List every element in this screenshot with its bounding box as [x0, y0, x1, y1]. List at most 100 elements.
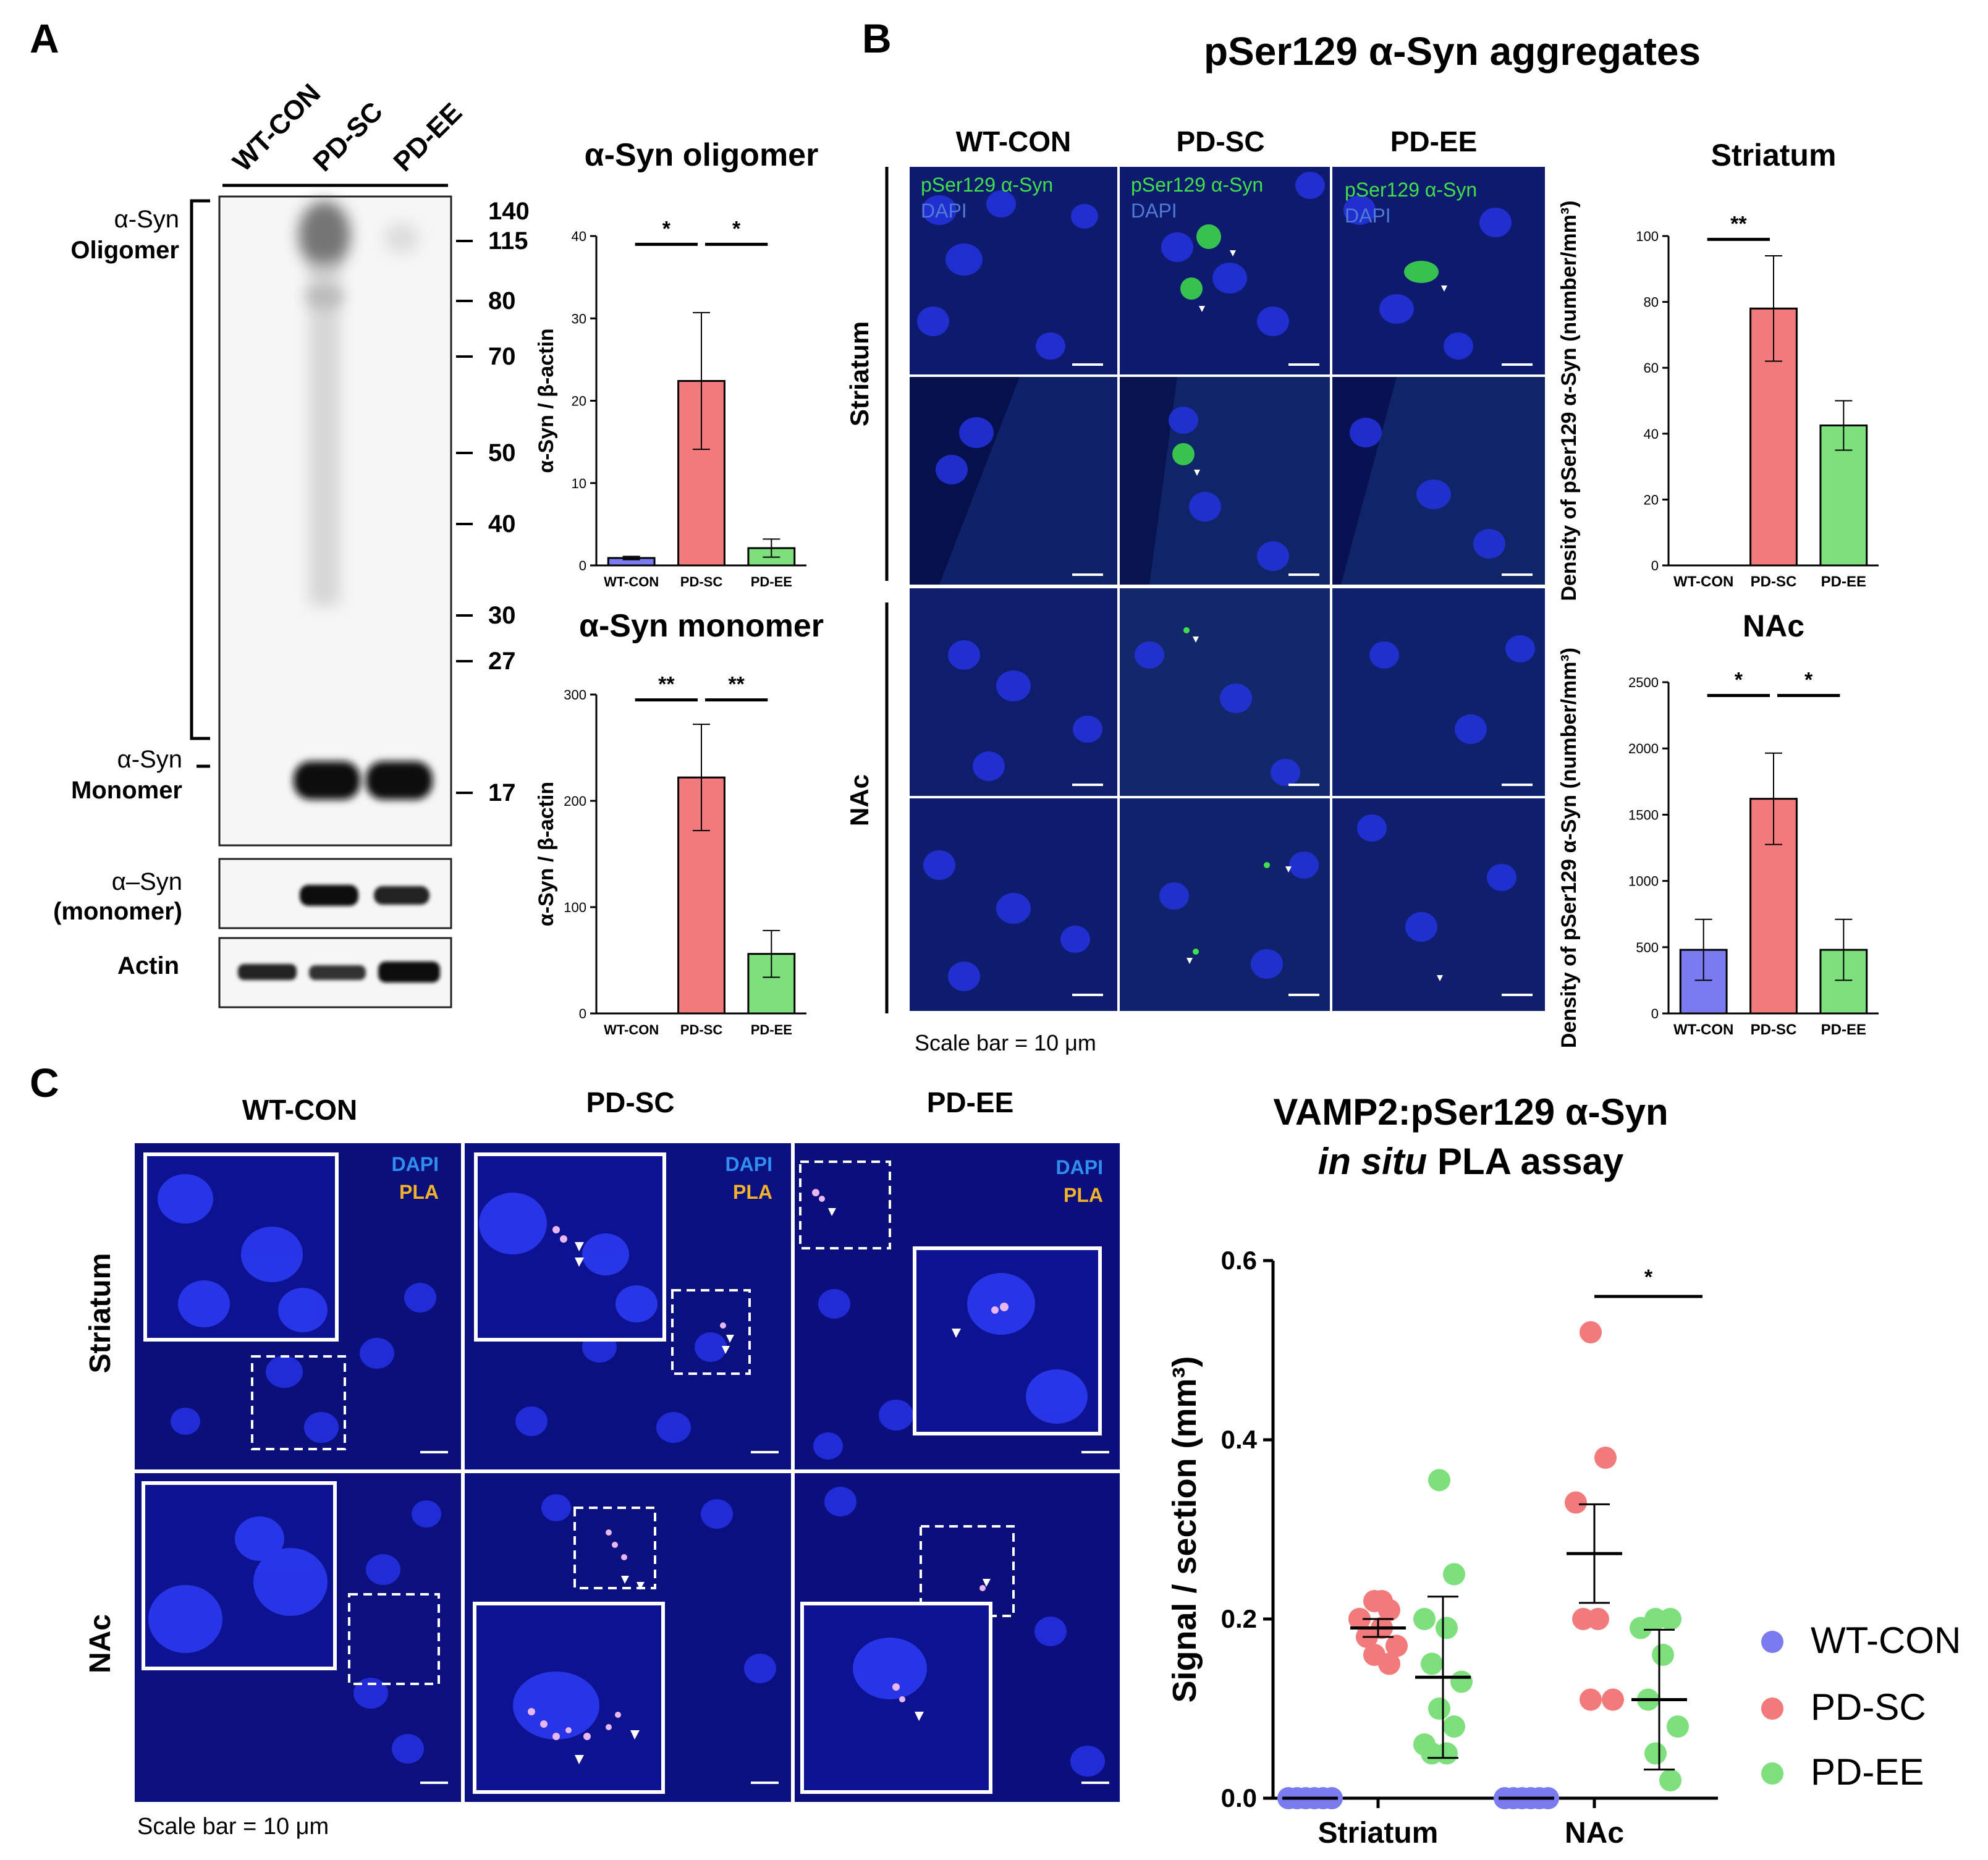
c-dapi-label-1: DAPI — [392, 1153, 439, 1175]
y-axis-label: α-Syn / β-actin — [535, 782, 558, 926]
chart-title: α-Syn oligomer — [585, 137, 819, 173]
data-point-pd-sc — [1348, 1608, 1371, 1630]
y-tick-label: 100 — [564, 900, 586, 915]
data-point-pd-ee — [1436, 1617, 1458, 1639]
monomer-label-line2: Monomer — [71, 777, 182, 804]
significance-label: ** — [658, 673, 675, 696]
data-point-pd-ee — [1652, 1644, 1674, 1666]
y-tick-label: 0 — [1651, 558, 1659, 573]
y-tick-label: 1000 — [1628, 874, 1659, 889]
category-label: Striatum — [1318, 1817, 1439, 1849]
category-label: NAc — [1565, 1817, 1624, 1849]
c-pla-label-3: PLA — [1064, 1184, 1103, 1206]
b-channel-green-2: pSer129 α-Syn — [1131, 174, 1263, 196]
y-tick-label: 20 — [572, 394, 586, 409]
pla-micrograph-grid — [133, 1142, 1122, 1803]
oligomer-smear — [298, 201, 419, 606]
panel-letter-a: A — [30, 15, 59, 61]
y-tick-label: 200 — [564, 793, 586, 809]
y-axis-label: Signal / section (mm³) — [1166, 1356, 1203, 1702]
legend-marker-pd-sc — [1761, 1697, 1783, 1720]
c-dapi-label-2: DAPI — [725, 1153, 772, 1175]
data-point-pd-sc — [1385, 1634, 1408, 1657]
category-label: PD-SC — [680, 1022, 723, 1038]
b-channel-blue-2: DAPI — [1131, 200, 1177, 222]
western-blot-panel: WT-CON PD-SC PD-EE α-Syn Oligomer α-Syn … — [53, 78, 530, 1008]
pla-legend: WT-CON PD-SC PD-EE — [1761, 1620, 1961, 1793]
data-point-pd-ee — [1413, 1608, 1436, 1630]
chart-title: α-Syn monomer — [579, 608, 824, 644]
y-tick-label: 10 — [572, 476, 586, 491]
lane-label-wt-con: WT-CON — [227, 78, 326, 177]
category-label: WT-CON — [604, 1022, 659, 1038]
data-point-pd-ee — [1659, 1608, 1681, 1630]
data-point-pd-sc — [1565, 1491, 1587, 1514]
data-point-pd-sc — [1580, 1321, 1602, 1343]
c-col-header-pd-sc: PD-SC — [586, 1086, 674, 1118]
data-point-pd-ee — [1421, 1652, 1443, 1675]
y-tick-label: 40 — [572, 229, 586, 244]
subtitle-rest: PLA assay — [1427, 1141, 1624, 1182]
panel-letter-c: C — [30, 1060, 59, 1105]
col-header-pd-sc: PD-SC — [1176, 125, 1264, 158]
svg-text:27: 27 — [488, 648, 516, 675]
panel-b-title: pSer129 α-Syn aggregates — [1204, 29, 1701, 74]
svg-text:17: 17 — [488, 779, 516, 806]
svg-text:30: 30 — [488, 602, 516, 629]
data-point-pd-ee — [1428, 1469, 1450, 1492]
c-dapi-label-3: DAPI — [1056, 1156, 1103, 1178]
row-label-nac: NAc — [845, 774, 874, 826]
b-channel-green-1: pSer129 α-Syn — [921, 174, 1053, 196]
significance-label: * — [1804, 668, 1813, 691]
c-pla-label-2: PLA — [733, 1181, 772, 1203]
oligomer-label-line2: Oligomer — [70, 237, 179, 264]
data-point-pd-ee — [1443, 1715, 1465, 1738]
row-label-striatum: Striatum — [845, 321, 874, 426]
striatum-bar-chart: Striatum 0 20 40 60 80 100 Density of pSer129 α… — [1557, 138, 1879, 601]
pser129-micrograph-grid — [908, 166, 1546, 1012]
significance-label: * — [732, 217, 741, 240]
category-label: WT-CON — [604, 574, 659, 590]
y-tick-label: 2500 — [1628, 675, 1659, 690]
data-point-pd-ee — [1443, 1563, 1465, 1586]
oligomer-label-line1: α-Syn — [114, 206, 179, 233]
svg-text:70: 70 — [488, 343, 516, 370]
svg-text:140: 140 — [488, 198, 530, 225]
c-scale-bar-note: Scale bar = 10 μm — [137, 1814, 329, 1840]
chart-title: NAc — [1743, 609, 1804, 643]
y-tick-label: 0 — [1651, 1006, 1659, 1021]
b-channel-blue-3: DAPI — [1345, 205, 1391, 227]
category-label: PD-EE — [751, 574, 792, 590]
svg-text:40: 40 — [488, 510, 516, 538]
data-point-pd-sc — [1594, 1447, 1617, 1469]
monomer-label-line1: α-Syn — [117, 746, 182, 773]
y-tick-label: 100 — [1636, 229, 1659, 244]
b-channel-blue-1: DAPI — [921, 200, 967, 222]
data-point-pd-ee — [1667, 1715, 1689, 1738]
monomer-band-pd-sc — [294, 761, 360, 800]
y-tick-label: 300 — [564, 687, 586, 703]
nac-bar-chart: NAc 0 500 1000 1500 2000 2500 Density of pSer12… — [1557, 609, 1879, 1048]
data-point-pd-sc — [1580, 1688, 1602, 1711]
category-label: PD-EE — [1821, 1021, 1866, 1038]
svg-text:80: 80 — [488, 287, 516, 315]
category-label: PD-SC — [1751, 573, 1797, 590]
svg-text:115: 115 — [488, 227, 528, 255]
data-point-pd-ee — [1644, 1742, 1667, 1765]
pla-dot-plot: VAMP2:pSer129 α-Syn in situ PLA assay 0.0 0… — [1166, 1091, 1718, 1849]
svg-text:50: 50 — [488, 439, 516, 467]
significance-label: * — [1735, 668, 1743, 691]
panel-letter-b: B — [862, 15, 892, 61]
b-scale-bar-note: Scale bar = 10 μm — [915, 1030, 1096, 1055]
y-tick-label: 0.0 — [1221, 1783, 1257, 1812]
mw-markers: 140 115 80 70 50 40 30 27 17 — [456, 198, 530, 806]
data-point-pd-ee — [1450, 1670, 1473, 1693]
monomer-band-pd-ee — [366, 761, 433, 800]
data-point-pd-sc — [1371, 1590, 1393, 1612]
oligomer-bar-chart: α-Syn oligomer 0 10 20 30 40 α-Syn / β-actin WT… — [535, 137, 818, 590]
data-point-pd-sc — [1602, 1688, 1624, 1711]
significance-label: ** — [728, 673, 745, 696]
b-channel-green-3: pSer129 α-Syn — [1345, 179, 1477, 201]
y-tick-label: 1500 — [1628, 807, 1659, 822]
significance-label: ** — [1730, 212, 1747, 235]
